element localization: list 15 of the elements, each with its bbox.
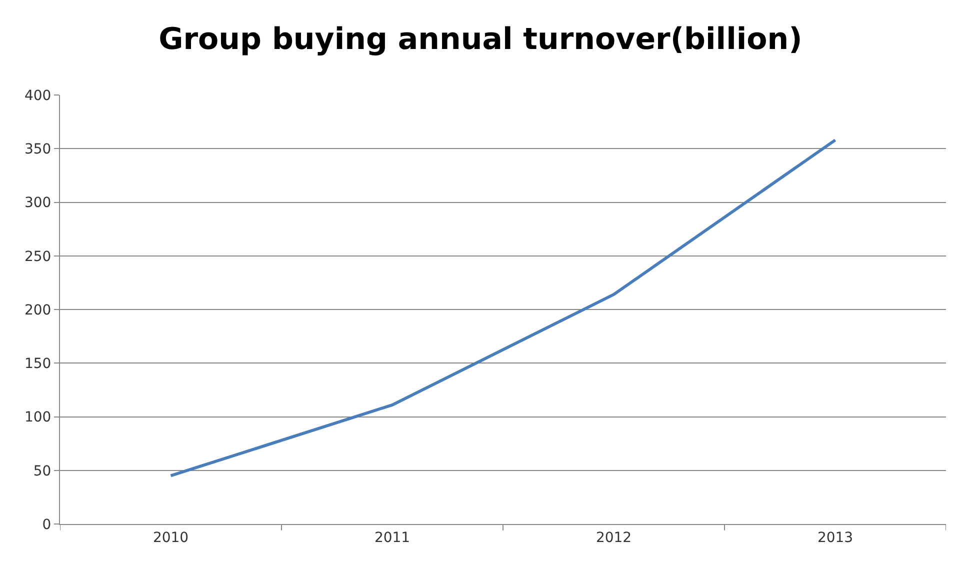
y-tick-label: 350 (24, 142, 52, 158)
y-tick-label: 400 (24, 88, 52, 104)
y-tick-label: 100 (24, 410, 52, 426)
y-tick-label: 150 (24, 356, 52, 372)
x-tick-label: 2010 (152, 530, 189, 546)
x-tick-label: 2011 (374, 530, 410, 546)
x-tick-label: 2013 (817, 530, 854, 546)
line-series (169, 138, 837, 478)
y-tick-label: 300 (24, 195, 52, 212)
chart-title: Group buying annual turnover(billion) (158, 22, 802, 58)
y-tick-label: 50 (33, 463, 52, 480)
y-tick-label: 250 (24, 248, 52, 265)
y-tick-label: 200 (24, 302, 52, 318)
x-tick-label: 2012 (596, 530, 632, 546)
y-tick-label: 0 (42, 516, 52, 533)
